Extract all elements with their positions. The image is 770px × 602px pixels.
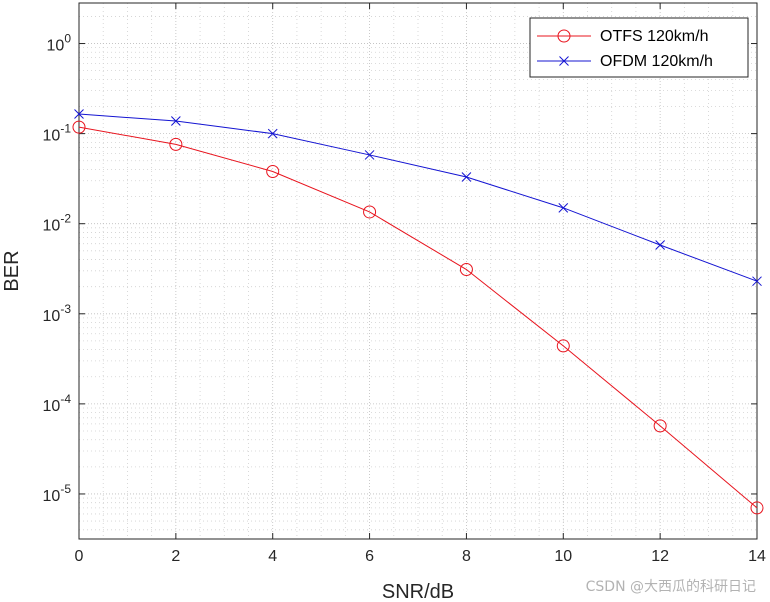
legend-label-otfs: OTFS 120km/h xyxy=(600,28,708,45)
series-0-point-0 xyxy=(72,120,86,134)
x-axis-ticks: 0 2 4 6 8 10 12 14 xyxy=(75,3,766,565)
csdn-watermark: CSDN @大西瓜的科研日记 xyxy=(585,579,756,595)
series-1-point-6 xyxy=(655,240,665,250)
series-0-point-6 xyxy=(653,419,667,433)
x-marker-stroke xyxy=(655,240,665,250)
x-marker-stroke xyxy=(558,202,569,213)
series-1-point-3 xyxy=(364,150,375,160)
series-1-point-7 xyxy=(752,276,762,287)
legend-label-ofdm: OFDM 120km/h xyxy=(600,53,713,70)
y-tick-label: 100 xyxy=(47,32,72,55)
x-tick-label: 14 xyxy=(748,548,766,565)
legend-marker-otfs xyxy=(557,29,571,43)
series-0-point-3 xyxy=(363,205,377,219)
x-tick-label: 12 xyxy=(651,548,669,565)
legend-marker-ofdm xyxy=(559,56,569,66)
x-tick-label: 10 xyxy=(554,548,572,565)
x-marker-stroke xyxy=(364,150,375,160)
series-0-point-7 xyxy=(750,501,764,515)
series-line-0 xyxy=(78,126,758,509)
series-line-1 xyxy=(78,113,758,282)
y-tick-label: 10-2 xyxy=(43,212,72,235)
y-axis-ticks: 100 10-1 10-2 10-3 10-4 10-5 xyxy=(43,32,757,505)
plot-frame xyxy=(78,2,758,540)
series-1-point-5 xyxy=(558,202,569,213)
x-tick-label: 2 xyxy=(171,548,180,565)
x-tick-label: 6 xyxy=(365,548,374,565)
series-1-point-4 xyxy=(461,172,472,182)
x-marker-stroke xyxy=(171,116,181,126)
x-marker-stroke xyxy=(559,56,569,66)
series-0-point-4 xyxy=(459,263,473,277)
y-axis-label: BER xyxy=(1,250,23,291)
series-1-point-0 xyxy=(74,109,84,119)
y-tick-label: 10-5 xyxy=(43,482,72,505)
x-marker-stroke xyxy=(267,128,278,139)
legend: OTFS 120km/h OFDM 120km/h xyxy=(529,17,749,78)
x-tick-label: 4 xyxy=(268,548,277,565)
series-1-point-1 xyxy=(171,116,181,126)
series-0-point-1 xyxy=(169,137,183,151)
series-0-point-5 xyxy=(556,339,570,353)
x-tick-label: 8 xyxy=(462,548,471,565)
x-marker-stroke xyxy=(74,109,84,119)
y-tick-label: 10-3 xyxy=(43,302,72,325)
legend-box xyxy=(529,17,749,78)
y-tick-label: 10-1 xyxy=(43,122,72,145)
minor-grid xyxy=(79,3,757,539)
x-axis-label: SNR/dB xyxy=(382,581,454,602)
x-tick-label: 0 xyxy=(75,548,84,565)
series-1-point-2 xyxy=(267,128,278,139)
series-0-point-2 xyxy=(266,164,280,178)
y-tick-label: 10-4 xyxy=(43,392,72,415)
series-layer xyxy=(72,109,764,515)
x-marker-stroke xyxy=(752,276,762,287)
x-marker-stroke xyxy=(461,172,472,182)
